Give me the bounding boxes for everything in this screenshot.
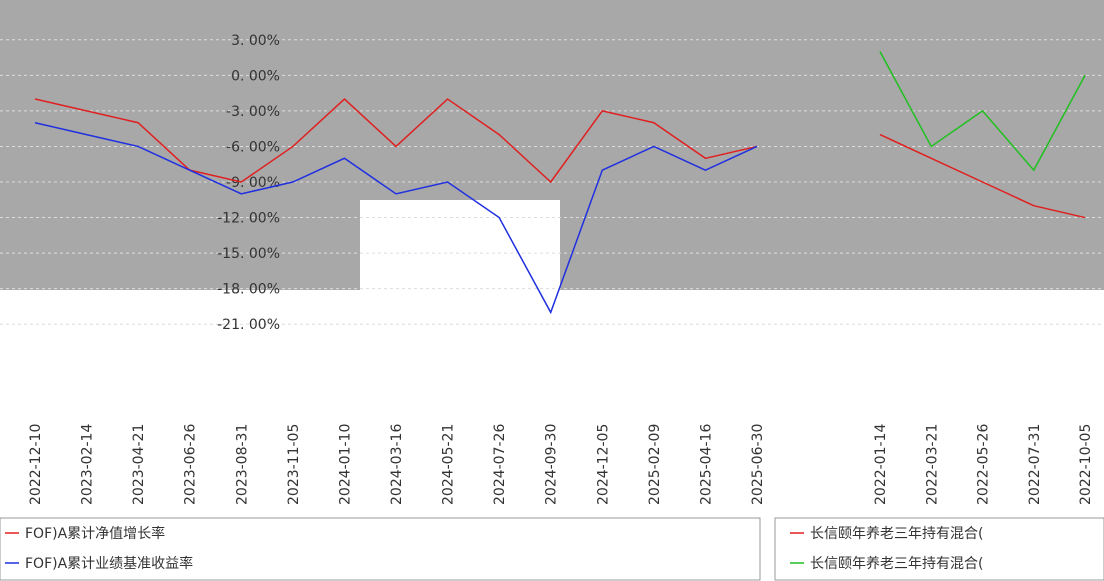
x-tick-label: 2023-11-05 (286, 424, 302, 505)
legend-label: 长信颐年养老三年持有混合( (810, 526, 983, 542)
y-tick-label: -9. 00% (226, 175, 280, 191)
x-tick-label: 2022-05-26 (976, 424, 992, 505)
x-tick-label: 2022-10-05 (1078, 424, 1094, 505)
y-tick-label: -21. 00% (217, 317, 280, 333)
legend-label: 长信颐年养老三年持有混合( (810, 556, 983, 572)
y-tick-label: -3. 00% (226, 104, 280, 120)
y-tick-label: -18. 00% (217, 282, 280, 298)
x-tick-label: 2022-03-21 (924, 424, 940, 505)
legend-label: FOF)A累计净值增长率 (25, 525, 165, 542)
y-tick-label: -15. 00% (217, 246, 280, 262)
x-tick-label: 2023-02-14 (80, 424, 96, 505)
x-tick-label: 2024-03-16 (389, 424, 405, 505)
x-tick-label: 2023-08-31 (234, 424, 250, 505)
chart: 3. 00% 0. 00% -3. 00% -6. 00% -9. 00% -12. 00… (0, 0, 1104, 581)
x-tick-label: 2025-02-09 (647, 424, 663, 505)
y-tick-label: -6. 00% (226, 139, 280, 155)
x-tick-label: 2022-12-10 (28, 424, 44, 505)
x-tick-label: 2024-07-26 (492, 424, 508, 505)
legend-label: FOF)A累计业绩基准收益率 (25, 555, 193, 572)
x-tick-label: 2025-06-30 (750, 424, 766, 505)
x-tick-label: 2022-07-31 (1027, 424, 1043, 505)
x-tick-label: 2024-09-30 (544, 424, 560, 505)
x-tick-label: 2025-04-16 (698, 424, 714, 505)
y-tick-label: 0. 00% (231, 68, 280, 84)
x-tick-label: 2024-12-05 (595, 424, 611, 505)
x-tick-label: 2024-01-10 (337, 424, 353, 505)
y-tick-label: 3. 00% (231, 33, 280, 49)
x-tick-label: 2023-04-21 (131, 424, 147, 505)
x-tick-label: 2024-05-21 (441, 424, 457, 505)
plot-background-gap (360, 200, 560, 290)
x-tick-label: 2022-01-14 (873, 424, 889, 505)
x-tick-label: 2023-06-26 (183, 424, 199, 505)
y-tick-label: -12. 00% (217, 211, 280, 227)
